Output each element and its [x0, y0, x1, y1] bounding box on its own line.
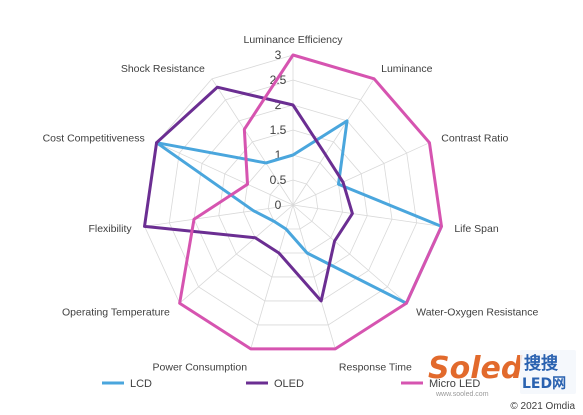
grid-ring: [243, 154, 343, 254]
category-label: Flexibility: [88, 223, 132, 235]
category-label: Response Time: [339, 361, 412, 373]
tick-label: 2: [275, 98, 282, 112]
category-label: Cost Competitiveness: [43, 132, 145, 144]
grid-spoke: [292, 142, 430, 206]
legend-label: Micro LED: [429, 378, 480, 390]
tick-label: 1: [275, 148, 282, 162]
legend-label: OLED: [274, 378, 304, 390]
series-layer: [143, 53, 443, 351]
category-label: Water-Oxygen Resistance: [416, 307, 538, 319]
grid-spoke: [292, 78, 375, 206]
grid-ring: [168, 79, 418, 326]
radar-grid: [144, 54, 442, 350]
tick-label: 0: [275, 198, 282, 212]
category-label: Luminance Efficiency: [243, 34, 343, 46]
grid-ring: [218, 129, 368, 278]
grid-ring: [267, 179, 319, 230]
category-label: Contrast Ratio: [441, 132, 508, 144]
grid-spoke: [144, 204, 294, 227]
tick-label: 1.5: [270, 123, 287, 137]
tick-label: 3: [275, 48, 282, 62]
category-labels: Luminance Efficiency Luminance Contrast Ra…: [43, 34, 539, 373]
grid-spoke: [156, 142, 294, 206]
series-line-micro-led: [178, 53, 443, 351]
grid-spoke: [292, 204, 407, 304]
legend-label: LCD: [130, 378, 152, 390]
watermark-badge-top: 搜搜: [524, 353, 559, 374]
watermark-badge-bg: [520, 350, 576, 394]
category-label: Shock Resistance: [121, 63, 205, 75]
category-label: Power Consumption: [153, 361, 248, 373]
category-label: Luminance: [381, 63, 433, 75]
category-label: Operating Temperature: [62, 307, 170, 319]
watermark-brand: Soled: [428, 351, 523, 386]
grid-spoke: [292, 204, 336, 350]
grid-ring: [193, 104, 393, 302]
grid-spoke: [292, 204, 442, 227]
radial-tick-labels: 00.511.522.53: [270, 48, 287, 212]
category-label: Life Span: [454, 223, 499, 235]
series-line-lcd: [155, 119, 443, 305]
legend: LCD OLED Micro LED: [102, 378, 480, 390]
watermark-logo: Soled 搜搜 LED网 www.sooled.com: [428, 350, 576, 398]
grid-spoke: [211, 78, 294, 206]
copyright-text: © 2021 Omdia: [510, 401, 575, 412]
watermark-site: www.sooled.com: [435, 391, 489, 398]
watermark-badge-bottom: LED网: [522, 376, 566, 392]
tick-label: 0.5: [270, 173, 287, 187]
grid-spoke: [179, 204, 294, 304]
series-line-oled: [143, 85, 354, 303]
